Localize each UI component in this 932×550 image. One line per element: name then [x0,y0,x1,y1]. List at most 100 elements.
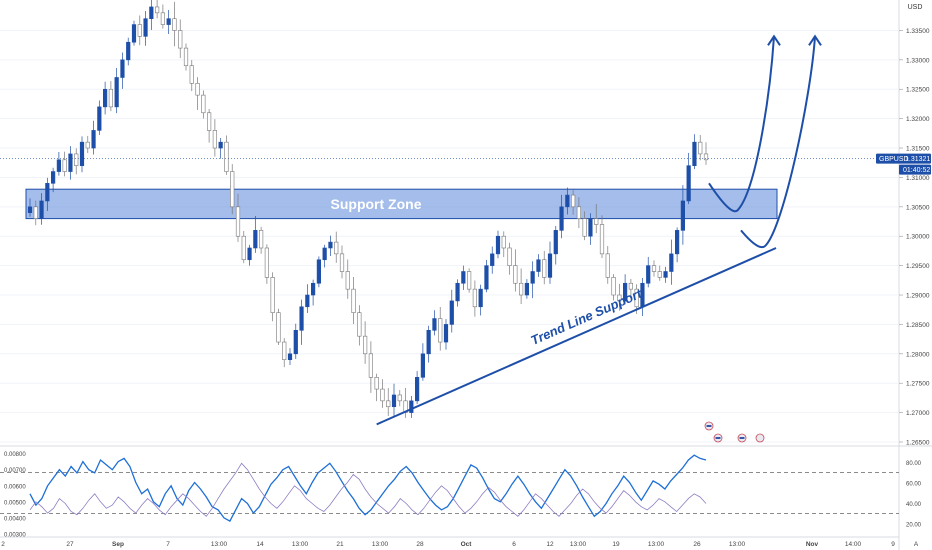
candles [27,0,709,418]
y-tick-label: 1.32000 [906,116,930,123]
candle-body [230,171,235,208]
candle-body [328,241,333,249]
x-tick-label: 14:00 [845,541,862,548]
x-tick-label: 12 [546,541,554,548]
candle-body [409,400,414,413]
candle-body [149,6,154,19]
indicator-left-tick-label: 0.00300 [4,533,26,539]
candle-body [513,265,518,284]
support-zone: Support Zone [25,188,778,220]
indicator-left-tick-label: 0.00500 [4,500,26,506]
candle-body [374,377,379,390]
y-tick-label: 1.31000 [906,175,930,182]
candle-body [235,206,241,237]
y-tick-label: 1.27500 [906,381,930,388]
candle-body [380,388,385,402]
countdown: 01:40:52 [903,167,930,174]
candle-body [27,206,33,214]
x-tick-label: 13:00 [570,541,587,548]
projection-curve [708,36,775,213]
candle-body [311,282,316,296]
y-tick-label: 1.26500 [906,440,930,447]
candle-body [588,218,593,237]
candle-body [241,235,246,261]
candle-body [224,141,229,172]
candle-body [282,341,287,360]
candle-body [33,206,38,219]
x-tick-label: 27 [66,541,74,548]
x-tick-label: 13:00 [211,541,228,548]
candle-body [605,253,610,278]
candle-body [623,282,628,302]
candle-body [692,141,697,166]
support-zone-rect [25,188,778,220]
candle-body [542,259,547,278]
candle-body [519,282,524,296]
x-tick-label: Sep [112,541,124,548]
candle-body [97,106,102,131]
time-axis: 2 27 Sep 7 13:00 14 13:00 21 13:00 28 Oct 6 12 13:00 1… [1,541,919,548]
candle-body [218,141,223,149]
candle-body [155,6,160,14]
candle-body [495,235,501,255]
x-tick-label: Oct [461,541,473,548]
y-tick-label: 1.28500 [906,322,930,329]
candle-body [455,282,460,302]
candle-body [490,253,495,266]
y-tick-label: 1.29000 [906,293,930,300]
candle-body [334,241,339,255]
x-tick-label: A [914,541,919,548]
candle-body [322,247,327,261]
candle-body [172,18,177,31]
candle-body [212,130,217,149]
candle-body [299,306,304,331]
candle-body [415,377,420,402]
y-tick-label: 1.28000 [906,351,930,358]
candle-body [178,30,183,49]
candle-body [259,230,264,249]
candle-body [426,329,431,355]
candle-body [357,312,362,337]
candle-body [594,218,599,225]
candle-body [114,77,119,108]
candle-body [530,271,535,284]
candle-body [536,259,541,272]
candle-body [582,218,587,237]
event-flag-stripe [715,437,721,439]
price-badge: GBPUSD 1.31321 01:40:52 [876,153,931,175]
candle-body [85,141,90,149]
indicator-right-tick-label: 40.00 [906,502,922,508]
candle-body [565,194,570,208]
y-tick-label: 1.27000 [906,410,930,417]
projection-curve [740,36,816,249]
candle-body [686,165,691,202]
x-tick-label: 19 [612,541,620,548]
candle-body [137,24,142,37]
badge-background [876,153,931,164]
candle-body [79,141,85,166]
candle-body [143,18,148,37]
candle-body [276,312,281,343]
x-tick-label: 13:00 [648,541,665,548]
candle-body [680,200,685,231]
indicator-left-tick-label: 0.00800 [4,452,26,458]
candle-body [484,265,489,290]
candle-body [56,159,61,172]
candle-body [524,282,529,296]
candle-body [253,230,258,249]
candle-body [91,130,96,149]
candle-body [51,171,56,184]
candle-body [305,294,310,308]
candle-body [432,318,437,331]
projections [708,34,822,249]
candle-body [576,206,581,219]
x-tick-label: 13:00 [292,541,309,548]
candle-body [703,153,709,161]
indicator-left-tick-label: 0.00600 [4,484,26,490]
candle-body [62,159,67,172]
candle-body [478,288,483,308]
x-tick-label: 6 [512,541,516,548]
candle-body [247,247,252,261]
